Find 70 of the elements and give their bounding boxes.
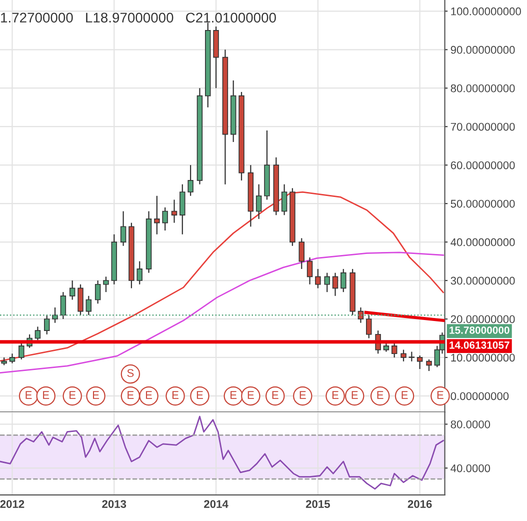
candlestick [120, 210, 126, 246]
candlestick [358, 306, 364, 324]
candlestick [400, 349, 406, 362]
candlestick [103, 276, 109, 293]
candlestick [18, 342, 24, 360]
y-tick-label: 50.00000000 [450, 200, 515, 208]
candlestick [171, 199, 178, 224]
ref-line-label: 14.06131057 [450, 341, 510, 349]
annotation: E [402, 391, 408, 399]
candlestick [298, 238, 304, 270]
candlestick [154, 195, 160, 235]
y-tick-label: 80.00000000 [450, 84, 515, 92]
y-tick-label: 80.0000 [450, 420, 490, 428]
annotation: E [26, 391, 32, 399]
candlestick [332, 272, 338, 296]
candlestick [256, 184, 262, 220]
y-tick-label: 40.0000 [450, 464, 490, 472]
candlestick [136, 260, 142, 285]
y-tick-label: 40.00000000 [450, 238, 515, 246]
annotation: S [127, 369, 134, 377]
candlestick [162, 206, 168, 232]
candlestick [180, 184, 186, 235]
candlestick [391, 342, 398, 358]
y-tick-label: 30.00000000 [450, 276, 515, 285]
candlestick [324, 272, 330, 293]
annotation: E [230, 391, 237, 399]
candlestick [69, 280, 76, 300]
x-tick-label: 2012 [0, 500, 24, 508]
annotation: E [437, 391, 444, 399]
annotation: E [272, 391, 278, 399]
y-tick-label: 0.00000000 [450, 392, 509, 400]
candlestick [281, 184, 288, 216]
x-tick-label: 2013 [102, 500, 126, 508]
candlestick [383, 342, 390, 352]
candlestick [340, 268, 346, 293]
candlestick [306, 256, 313, 285]
annotation: E [146, 391, 152, 399]
x-tick-label: 2015 [306, 500, 330, 508]
annotation: E [70, 391, 76, 399]
annotation: E [248, 391, 254, 399]
annotation: E [172, 391, 178, 399]
annotation: E [377, 391, 384, 399]
y-tick-label: 20.00000000 [450, 315, 515, 324]
candlestick [78, 284, 84, 316]
candlestick [94, 280, 101, 304]
annotation: E [92, 391, 100, 399]
annotation: E [43, 391, 50, 399]
annotation: E [300, 391, 306, 399]
annotation: 1.72700000 L18.97000000 C21.01000000 [1, 12, 276, 23]
annotation: E [332, 391, 338, 399]
x-tick-label: 2014 [204, 500, 228, 508]
candlestick [426, 358, 432, 372]
candlestick [9, 353, 16, 364]
candlestick [34, 326, 41, 341]
candlestick [315, 268, 321, 289]
candlestick [416, 354, 423, 370]
annotation: E [196, 391, 203, 399]
line-series [0, 416, 444, 490]
y-tick-label: 10.00000000 [451, 354, 515, 362]
y-tick-label: 70.00000000 [450, 122, 515, 131]
annotation: 15.78000000 [450, 326, 510, 334]
x-tick-label: 2016 [408, 500, 432, 508]
y-tick-label: 100.00000000 [451, 7, 521, 16]
y-tick-label: 90.00000000 [450, 46, 515, 54]
annotation: E [352, 391, 358, 399]
y-tick-label: 60.00000000 [450, 161, 515, 170]
annotation: E [128, 391, 134, 399]
candlestick [188, 164, 194, 196]
candlestick [366, 314, 372, 339]
candlestick [408, 351, 415, 362]
